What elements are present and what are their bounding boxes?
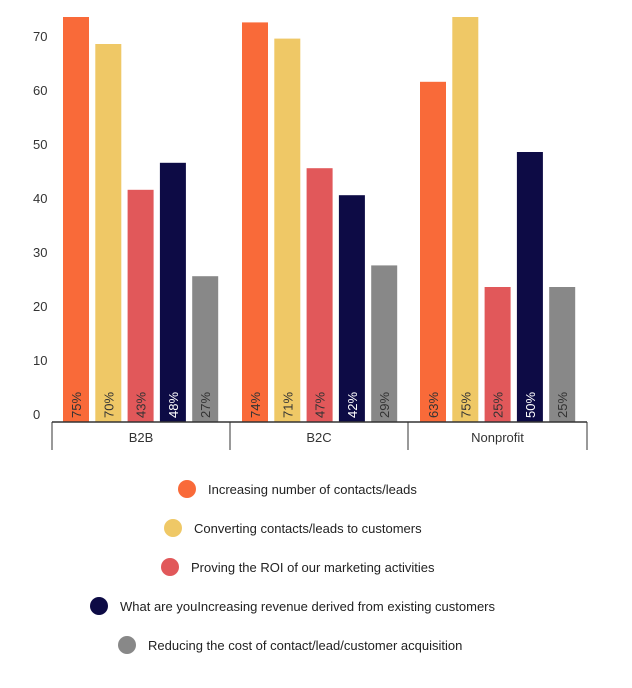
x-category-label: Nonprofit	[471, 430, 524, 445]
x-category-label: B2B	[129, 430, 154, 445]
bar	[484, 287, 511, 422]
bar-data-label: 75%	[458, 392, 473, 418]
y-tick-label: 10	[33, 353, 47, 368]
y-tick-label: 60	[33, 83, 47, 98]
legend-item: Converting contacts/leads to customers	[164, 519, 422, 537]
legend-label: Proving the ROI of our marketing activit…	[191, 559, 435, 575]
y-tick-label: 50	[33, 137, 47, 152]
bar	[274, 38, 301, 422]
legend-item: Increasing number of contacts/leads	[178, 480, 417, 498]
x-category-label: B2C	[306, 430, 331, 445]
bar-data-label: 25%	[555, 392, 570, 418]
bar	[127, 189, 154, 422]
y-axis-ticks: 0 10 20 30 40 50 60 70	[33, 29, 47, 422]
legend-item: Proving the ROI of our marketing activit…	[161, 558, 435, 576]
legend-item: What are youIncreasing revenue derived f…	[90, 597, 495, 615]
y-tick-label: 20	[33, 299, 47, 314]
bar	[516, 152, 543, 422]
bar	[549, 287, 576, 422]
bar	[95, 44, 122, 422]
bar-data-label: 63%	[426, 392, 441, 418]
bar	[452, 17, 479, 422]
y-tick-label: 70	[33, 29, 47, 44]
bar-data-label: 74%	[248, 392, 263, 418]
legend-swatch	[178, 480, 196, 498]
y-tick-label: 40	[33, 191, 47, 206]
bar-data-label: 47%	[313, 392, 328, 418]
bar	[192, 276, 219, 422]
bar	[338, 195, 365, 422]
bar-labels: 75% 70% 43% 48% 27% 74% 71% 47% 42% 29% 63% 75% 25% 5…	[69, 392, 570, 418]
bar-data-label: 25%	[491, 392, 506, 418]
bar-chart: 0 10 20 30 40 50 60 70 75% 70% 43% 48% 27% 74% 71% 47%…	[33, 17, 588, 450]
legend-label: What are youIncreasing revenue derived f…	[120, 598, 496, 614]
legend-swatch	[164, 519, 182, 537]
y-tick-label: 30	[33, 245, 47, 260]
legend-label: Increasing number of contacts/leads	[208, 481, 417, 497]
legend-label: Converting contacts/leads to customers	[194, 520, 422, 536]
bar-data-label: 43%	[134, 392, 149, 418]
legend-swatch	[118, 636, 136, 654]
bar-data-label: 75%	[69, 392, 84, 418]
bar	[242, 22, 268, 423]
bar-data-label: 70%	[101, 392, 116, 418]
bar-data-label: 27%	[198, 392, 213, 418]
bar	[371, 265, 398, 422]
bar	[159, 162, 186, 423]
bar-data-label: 29%	[377, 392, 392, 418]
bar	[63, 17, 89, 422]
legend-swatch	[161, 558, 179, 576]
bar-data-label: 42%	[345, 392, 360, 418]
legend-label: Reducing the cost of contact/lead/custom…	[148, 637, 463, 653]
bar	[306, 168, 333, 422]
bar-data-label: 71%	[280, 392, 295, 418]
legend-swatch	[90, 597, 108, 615]
x-axis: B2B B2C Nonprofit	[51, 421, 588, 450]
legend-item: Reducing the cost of contact/lead/custom…	[118, 636, 462, 654]
bar-data-label: 50%	[523, 392, 538, 418]
bar-data-label: 48%	[166, 392, 181, 418]
bar	[420, 81, 446, 423]
y-tick-label: 0	[33, 407, 40, 422]
bars	[63, 17, 576, 423]
